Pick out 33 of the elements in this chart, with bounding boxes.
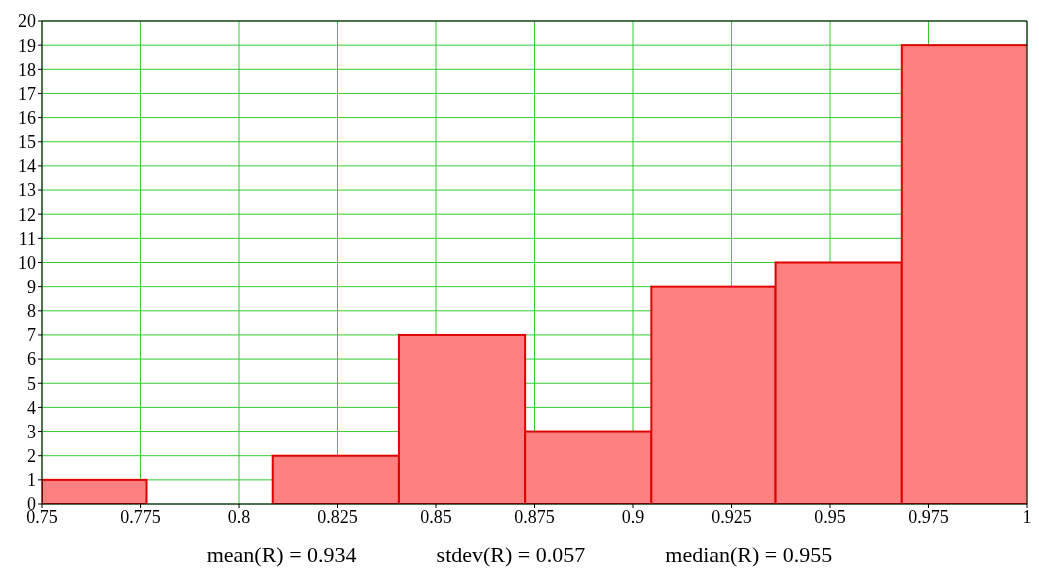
y-tick-label: 14 [18,156,36,177]
y-tick-label: 5 [27,373,36,394]
x-tick-label: 0.775 [120,506,161,527]
y-tick-label: 10 [18,252,36,273]
x-tick-label: 0.8 [227,506,251,527]
y-tick-label: 18 [18,59,36,80]
x-tick-label: 0.975 [908,506,949,527]
x-tick-label: 0.825 [317,506,358,527]
y-tick-label: 12 [18,204,36,225]
y-tick-label: 16 [18,107,36,128]
y-tick-label: 9 [27,277,36,298]
x-tick-label: 0.925 [711,506,752,527]
y-tick-label: 20 [18,11,36,32]
y-tick-label: 2 [27,446,36,467]
y-tick-label: 19 [18,35,36,56]
y-tick-label: 11 [18,228,36,249]
text: median(R) = 0.955 [665,542,833,568]
y-tick-label: 4 [27,397,36,418]
y-tick-label: 6 [27,349,36,370]
x-tick-label: 0.85 [420,506,452,527]
y-tick-label: 8 [27,301,36,322]
y-tick-label: 1 [27,470,36,491]
y-tick-label: 7 [27,325,36,346]
y-tick-label: 13 [18,180,36,201]
y-tick-label: 15 [18,132,36,153]
x-tick-label: 0.95 [814,506,846,527]
y-tick-label: 17 [18,83,36,104]
text: mean(R) = 0.934 [206,542,357,568]
x-tick-label: 0.875 [514,506,555,527]
text: stdev(R) = 0.057 [436,542,586,568]
x-tick-label: 0.9 [621,506,645,527]
x-tick-label: 1 [1022,506,1032,527]
y-tick-label: 3 [27,421,36,442]
